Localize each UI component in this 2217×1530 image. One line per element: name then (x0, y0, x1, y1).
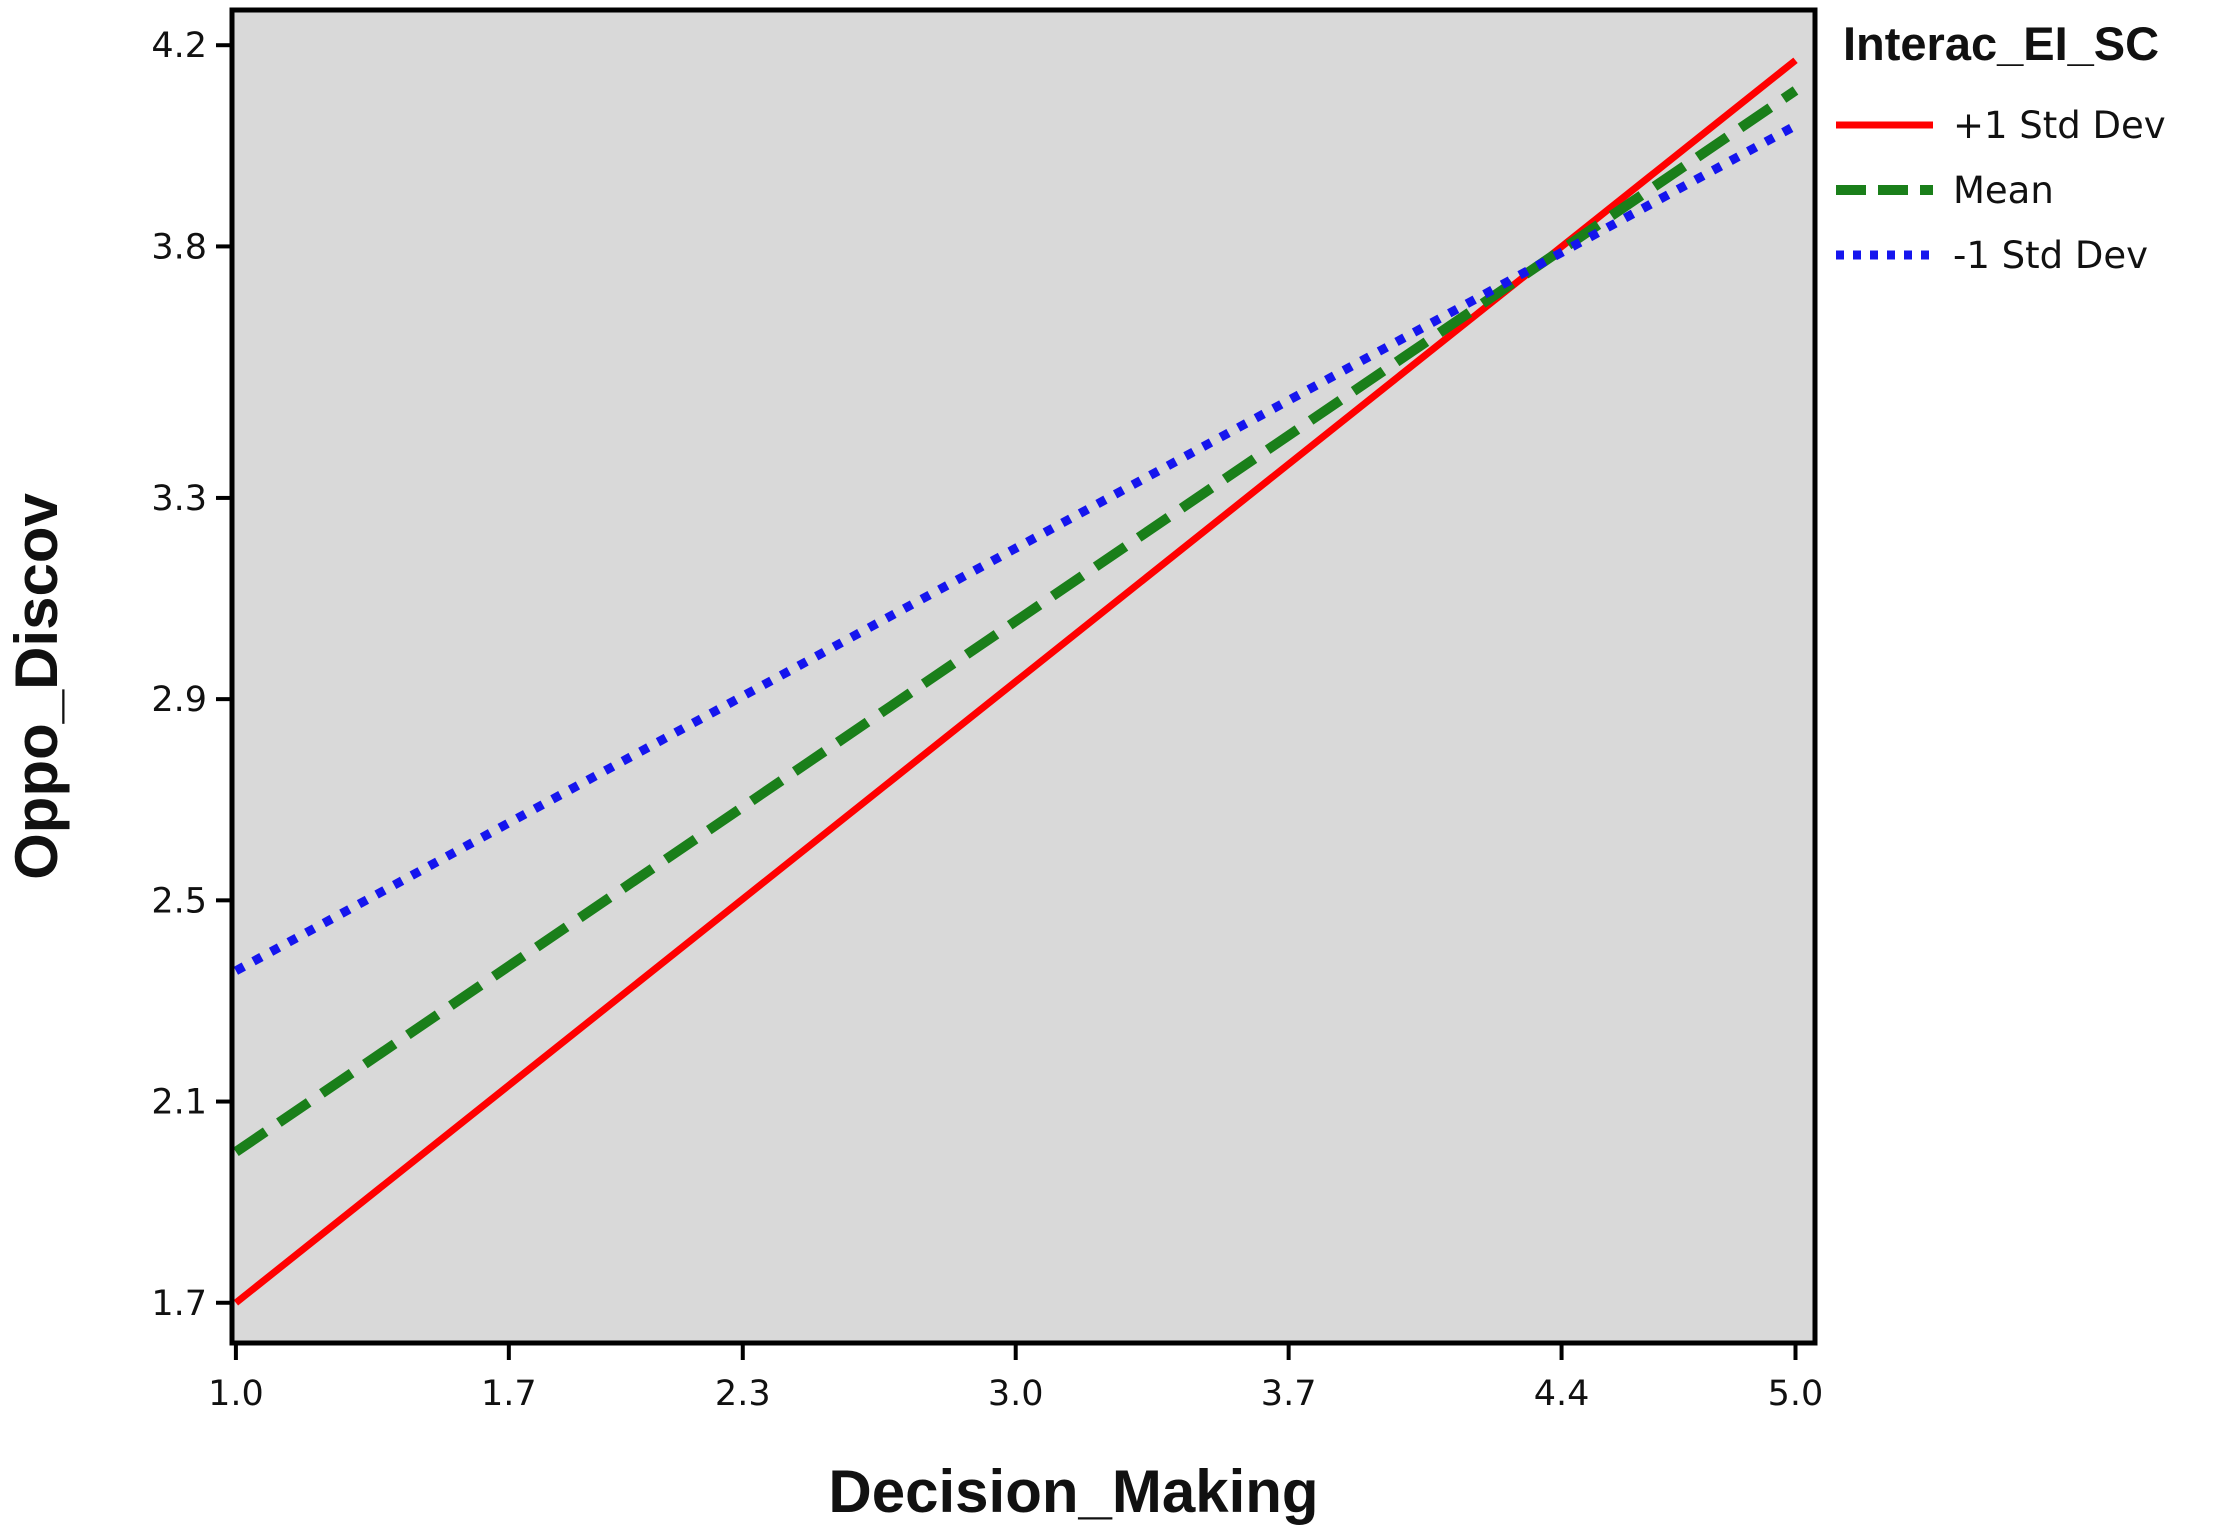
legend-title: Interac_EI_SC (1843, 17, 2159, 70)
y-axis-title: Oppo_Discov (3, 492, 70, 879)
legend: Interac_EI_SC +1 Std Dev Mean -1 Std Dev (1836, 17, 2166, 277)
x-tick-label: 5.0 (1768, 1374, 1824, 1414)
x-tick-label: 2.3 (715, 1374, 771, 1414)
x-tick-label: 3.7 (1261, 1374, 1317, 1414)
x-tick-label: 4.4 (1534, 1374, 1590, 1414)
series-line-mean (233, 86, 1799, 1157)
y-tick-label: 2.1 (151, 1083, 207, 1123)
legend-label: Mean (1953, 169, 2054, 212)
legend-label: -1 Std Dev (1953, 234, 2148, 277)
series-layer (233, 57, 1799, 1306)
plot-frame (229, 7, 1818, 1346)
legend-label: +1 Std Dev (1953, 104, 2166, 147)
y-tick-label: 2.9 (151, 680, 207, 720)
y-tick-label: 4.2 (151, 26, 207, 66)
x-tick-label: 1.0 (208, 1374, 264, 1414)
x-tick-label: 3.0 (988, 1374, 1044, 1414)
x-axis: 1.0 1.7 2.3 3.0 3.7 4.4 5.0 (208, 1343, 1823, 1414)
y-tick-label: 3.3 (151, 479, 207, 519)
y-tick-label: 2.5 (151, 881, 207, 921)
y-tick-label: 3.8 (151, 227, 207, 267)
x-tick-label: 1.7 (481, 1374, 537, 1414)
x-axis-title: Decision_Making (828, 1458, 1318, 1525)
y-tick-label: 1.7 (151, 1284, 207, 1324)
series-line-1-std-dev (233, 121, 1798, 975)
y-axis: 1.7 2.1 2.5 2.9 3.3 3.8 4.2 (151, 26, 232, 1324)
